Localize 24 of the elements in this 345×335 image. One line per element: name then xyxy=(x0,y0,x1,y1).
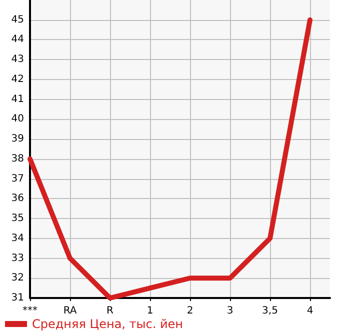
x-tick-label: 2 xyxy=(186,306,194,316)
x-tick-label: R xyxy=(106,306,114,316)
y-tick-label: 41 xyxy=(11,94,24,105)
y-tick-label: 35 xyxy=(11,213,24,224)
y-tick-label: 32 xyxy=(11,272,24,284)
y-tick-label: 39 xyxy=(11,134,24,145)
x-tick-label: RA xyxy=(63,306,77,316)
x-tick-label: *** xyxy=(22,306,38,316)
y-tick-label: 37 xyxy=(11,173,24,184)
x-tick-label: 3,5 xyxy=(262,306,278,316)
legend-label: Средняя Цена, тыс. йен xyxy=(32,317,184,331)
x-tick-label: 4 xyxy=(306,306,314,316)
y-tick-label: 38 xyxy=(11,153,24,164)
y-tick-label: 36 xyxy=(11,193,24,204)
y-tick-label: 42 xyxy=(11,74,24,85)
y-tick-label: 44 xyxy=(11,34,24,46)
x-tick-label: 3 xyxy=(226,306,234,316)
x-tick-label: 1 xyxy=(146,306,154,316)
y-tick-label: 45 xyxy=(11,14,24,26)
y-tick-label: 40 xyxy=(11,114,24,125)
y-tick-label: 34 xyxy=(11,232,24,244)
y-tick-label: 33 xyxy=(11,252,24,264)
y-tick-label: 43 xyxy=(11,54,24,66)
y-tick-label: 31 xyxy=(11,292,24,304)
